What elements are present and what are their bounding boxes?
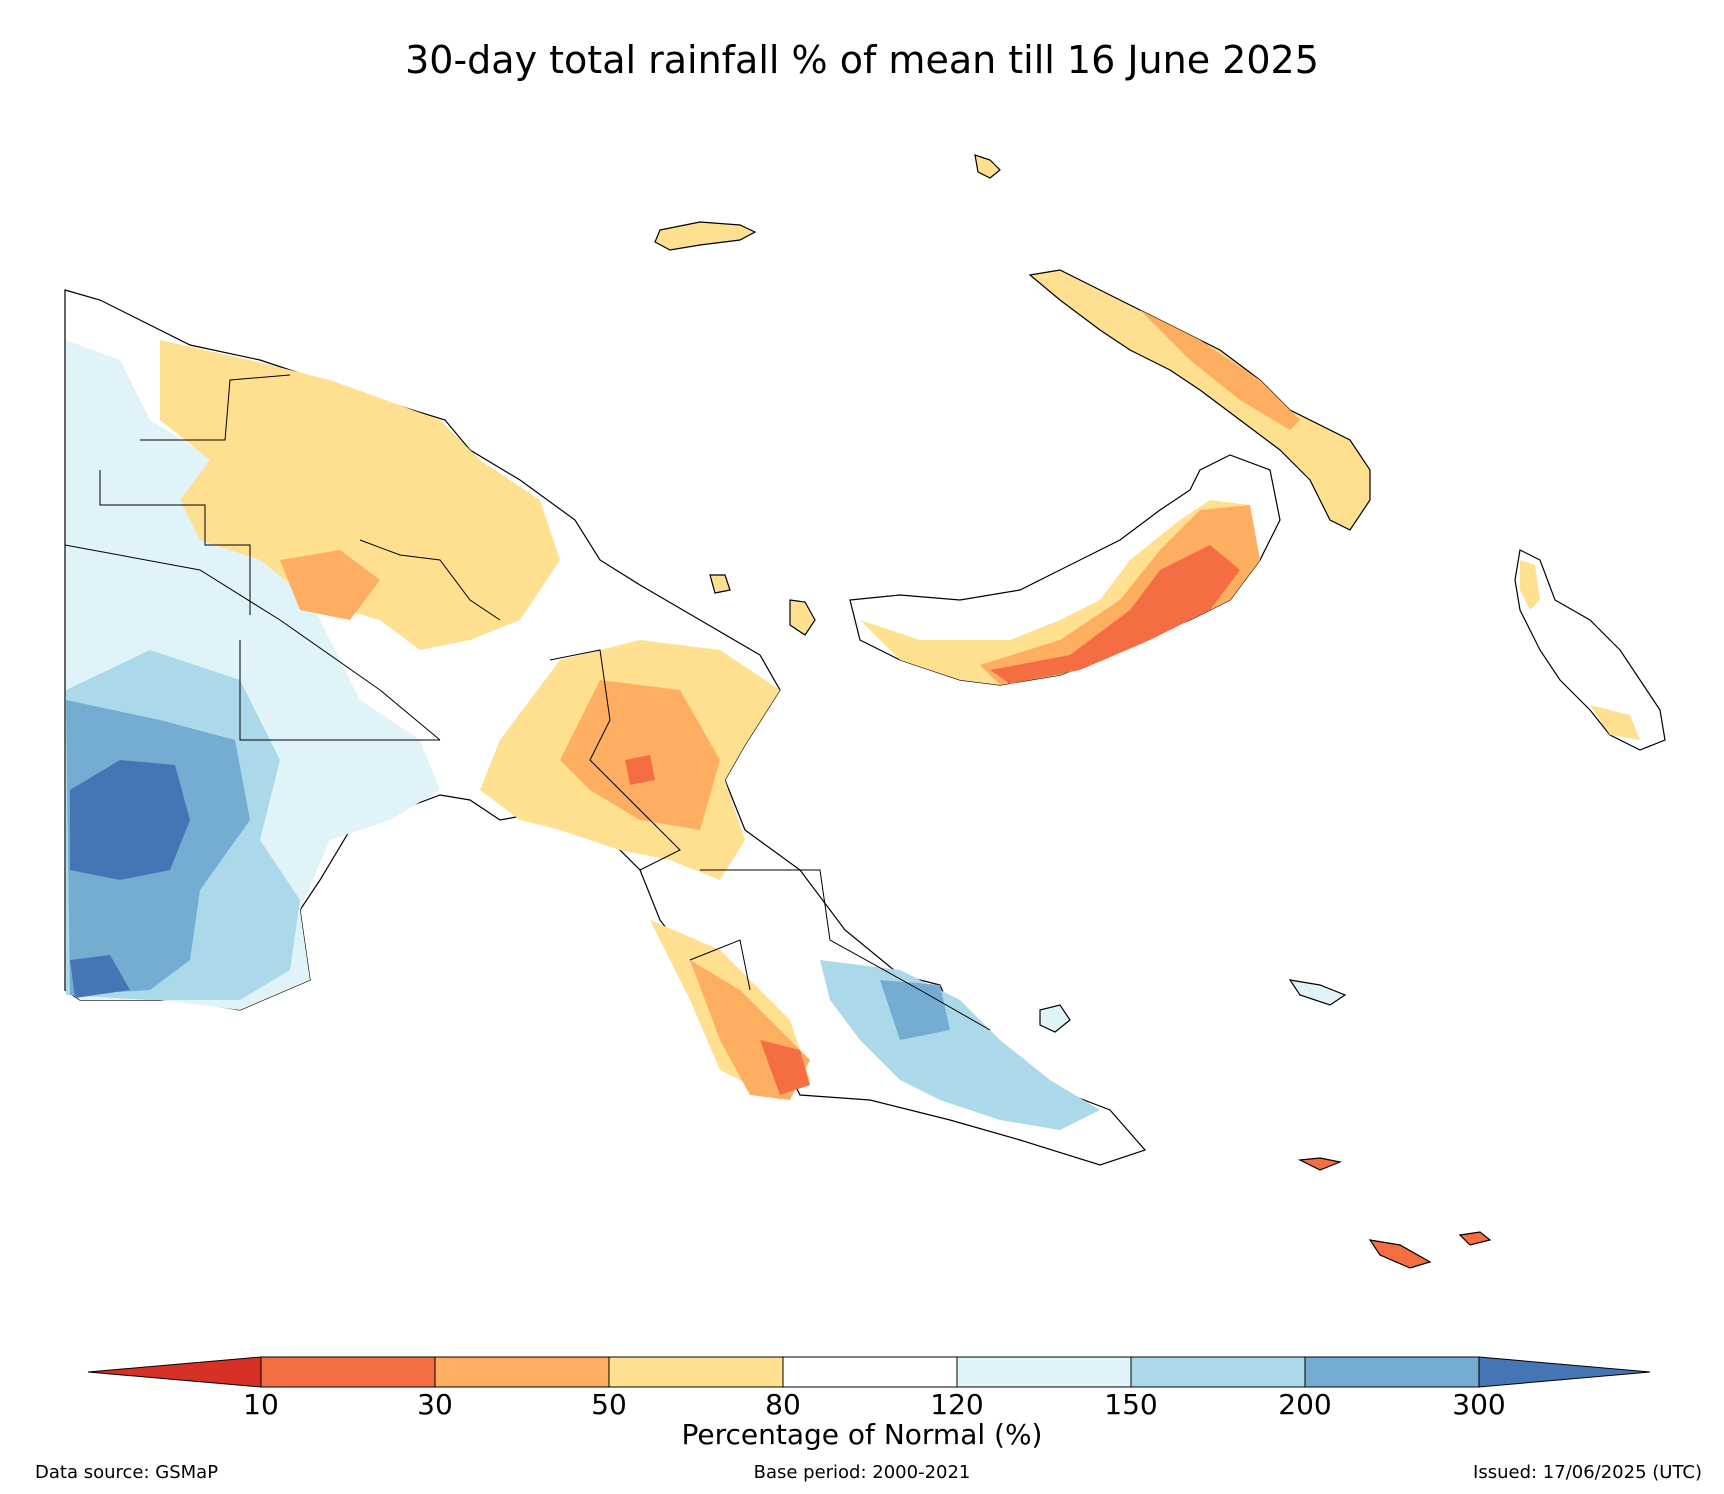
mainland [64, 289, 1147, 1166]
new-britain-drier [980, 505, 1260, 685]
milne-bay-island-1 [1297, 1157, 1343, 1171]
base-period-note: Base period: 2000-2021 [753, 1462, 971, 1483]
west-wettest-zone-south [70, 955, 130, 998]
colorbar-bin-50-80 [608, 1356, 784, 1388]
bougainville-dry-south [1590, 705, 1640, 740]
colorbar-bin-10-30 [260, 1356, 436, 1388]
new-ireland-drier [1140, 310, 1300, 430]
bougainville [1514, 549, 1666, 751]
new-britain [849, 454, 1281, 686]
map-title: 30-day total rainfall % of mean till 16 … [405, 38, 1319, 82]
issued-note: Issued: 17/06/2025 (UTC) [1473, 1462, 1702, 1483]
colorbar-bin-150-200 [1130, 1356, 1306, 1388]
colorbar-label: Percentage of Normal (%) [681, 1418, 1043, 1451]
north-dry-zone [160, 340, 560, 650]
colorbar-extend-high [1478, 1356, 1651, 1388]
colorbar-tick: 80 [765, 1388, 801, 1421]
data-source-note: Data source: GSMaP [35, 1462, 219, 1483]
colorbar-tick: 300 [1452, 1388, 1506, 1421]
colorbar-bin-200-300 [1304, 1356, 1480, 1388]
central-driest-spot [625, 755, 655, 785]
colorbar-tick: 200 [1278, 1388, 1332, 1421]
colorbar-bin-120-150 [956, 1356, 1132, 1388]
colorbar-tick: 50 [591, 1388, 627, 1421]
trobriand-island [1288, 979, 1347, 1006]
new-britain-dry [860, 500, 1260, 685]
central-drier-zone [560, 680, 720, 830]
mussau-island [974, 154, 1001, 179]
colorbar-tick: 30 [417, 1388, 453, 1421]
new-britain-driest [990, 545, 1240, 684]
west-wettest-zone [70, 760, 190, 880]
bougainville-land [1514, 549, 1666, 751]
colorbar-bin-30-50 [434, 1356, 610, 1388]
new-ireland [1028, 269, 1371, 531]
bougainville-dry [1520, 560, 1540, 610]
goodenough-island [1039, 1004, 1071, 1033]
colorbar [87, 1356, 1651, 1388]
province-borders [64, 374, 991, 1031]
colorbar-tick: 150 [1104, 1388, 1158, 1421]
colorbar-bin-80-120 [782, 1356, 958, 1388]
se-wetter-zone [880, 980, 950, 1040]
milne-bay-island-3 [1458, 1231, 1492, 1246]
north-drier-zone [280, 550, 380, 620]
manus-island [654, 221, 757, 251]
umboi-island [789, 599, 816, 636]
colorbar-tick: 120 [930, 1388, 984, 1421]
colorbar-extend-low [87, 1356, 262, 1388]
karkar-island [709, 574, 731, 594]
se-driest-zone [760, 1040, 810, 1095]
milne-bay-island-2 [1368, 1239, 1432, 1269]
colorbar-tick: 10 [243, 1388, 279, 1421]
